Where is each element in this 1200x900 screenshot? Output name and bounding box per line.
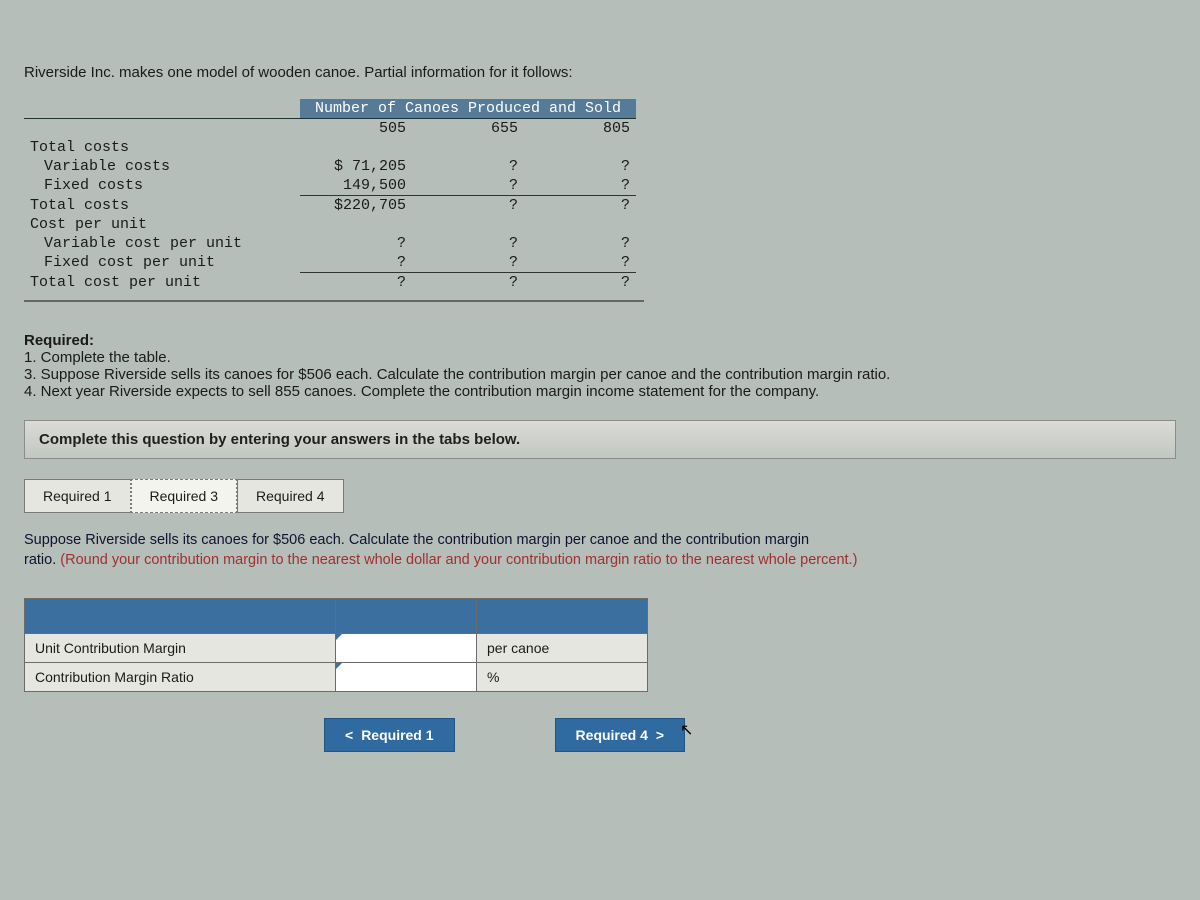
- tab-bar: Required 1 Required 3 Required 4: [24, 479, 1176, 513]
- row-label: Variable cost per unit: [24, 234, 300, 253]
- cell-value: [524, 215, 636, 234]
- table-row: Total cost per unit???: [24, 273, 636, 293]
- tab-required-3[interactable]: Required 3: [130, 479, 239, 513]
- answer-unit: %: [477, 663, 648, 692]
- table-header-title: Number of Canoes Produced and Sold: [300, 99, 636, 119]
- table-row: Total costs$220,705??: [24, 196, 636, 216]
- table-row: Fixed cost per unit???: [24, 253, 636, 273]
- required-item: 1. Complete the table.: [24, 349, 171, 366]
- instruction-band: Complete this question by entering your …: [24, 420, 1176, 459]
- row-label: Fixed costs: [24, 176, 300, 196]
- active-tab-panel: Suppose Riverside sells its canoes for $…: [24, 531, 1176, 570]
- tab-required-4[interactable]: Required 4: [237, 479, 344, 513]
- ucm-input[interactable]: [336, 634, 477, 663]
- table-row: Total costs: [24, 138, 636, 157]
- table-col-headers: 505 655 805: [24, 119, 636, 139]
- prev-label: Required 1: [361, 727, 433, 743]
- cell-value: ?: [412, 176, 524, 196]
- cell-value: [412, 215, 524, 234]
- problem-intro: Riverside Inc. makes one model of wooden…: [24, 64, 1176, 81]
- panel-text: Suppose Riverside sells its canoes for $…: [24, 532, 809, 548]
- cell-value: ?: [300, 253, 412, 273]
- cell-value: [524, 138, 636, 157]
- cell-value: [300, 138, 412, 157]
- answer-row-ucm: Unit Contribution Margin per canoe: [25, 634, 648, 663]
- cell-value: $220,705: [300, 196, 412, 216]
- cell-value: ?: [524, 273, 636, 293]
- cell-value: ?: [412, 196, 524, 216]
- cell-value: 149,500: [300, 176, 412, 196]
- cost-table: Number of Canoes Produced and Sold 505 6…: [24, 99, 636, 292]
- cmr-input[interactable]: [336, 663, 477, 692]
- table-row: Fixed costs149,500??: [24, 176, 636, 196]
- table-row: Cost per unit: [24, 215, 636, 234]
- row-label: Total costs: [24, 196, 300, 216]
- panel-text: ratio.: [24, 552, 60, 568]
- cell-value: ?: [524, 196, 636, 216]
- required-heading: Required:: [24, 332, 94, 349]
- answer-label: Unit Contribution Margin: [25, 634, 336, 663]
- chevron-right-icon: >: [656, 727, 664, 743]
- table-row: Variable costs$ 71,205??: [24, 157, 636, 176]
- cell-value: ?: [300, 234, 412, 253]
- cursor-icon: ↖: [680, 720, 693, 740]
- row-label: Fixed cost per unit: [24, 253, 300, 273]
- next-label: Required 4: [576, 727, 648, 743]
- answer-table: Unit Contribution Margin per canoe Contr…: [24, 598, 648, 692]
- panel-hint: (Round your contribution margin to the n…: [60, 552, 857, 568]
- cell-value: ?: [300, 273, 412, 293]
- cell-value: ?: [412, 234, 524, 253]
- required-block: Required: 1. Complete the table. 3. Supp…: [24, 332, 1176, 400]
- col-505: 505: [300, 119, 412, 139]
- cell-value: ?: [524, 253, 636, 273]
- cell-value: ?: [412, 273, 524, 293]
- row-label: Total costs: [24, 138, 300, 157]
- cell-value: ?: [524, 176, 636, 196]
- prev-button[interactable]: < Required 1: [324, 718, 455, 752]
- cell-value: ?: [524, 157, 636, 176]
- cell-value: $ 71,205: [300, 157, 412, 176]
- tab-required-1[interactable]: Required 1: [24, 479, 131, 513]
- chevron-left-icon: <: [345, 727, 353, 743]
- col-655: 655: [412, 119, 524, 139]
- cell-value: ?: [412, 253, 524, 273]
- table-divider: [24, 300, 644, 302]
- col-805: 805: [524, 119, 636, 139]
- row-label: Total cost per unit: [24, 273, 300, 293]
- answer-row-cmr: Contribution Margin Ratio %: [25, 663, 648, 692]
- answer-unit: per canoe: [477, 634, 648, 663]
- cell-value: [412, 138, 524, 157]
- table-header-row: Number of Canoes Produced and Sold: [24, 99, 636, 119]
- cell-value: ?: [412, 157, 524, 176]
- row-label: Variable costs: [24, 157, 300, 176]
- table-row: Variable cost per unit???: [24, 234, 636, 253]
- answer-label: Contribution Margin Ratio: [25, 663, 336, 692]
- required-item: 3. Suppose Riverside sells its canoes fo…: [24, 366, 890, 383]
- nav-row: < Required 1 Required 4 >: [24, 718, 1176, 752]
- next-button[interactable]: Required 4 >: [555, 718, 686, 752]
- cell-value: [300, 215, 412, 234]
- required-item: 4. Next year Riverside expects to sell 8…: [24, 383, 819, 400]
- row-label: Cost per unit: [24, 215, 300, 234]
- cell-value: ?: [524, 234, 636, 253]
